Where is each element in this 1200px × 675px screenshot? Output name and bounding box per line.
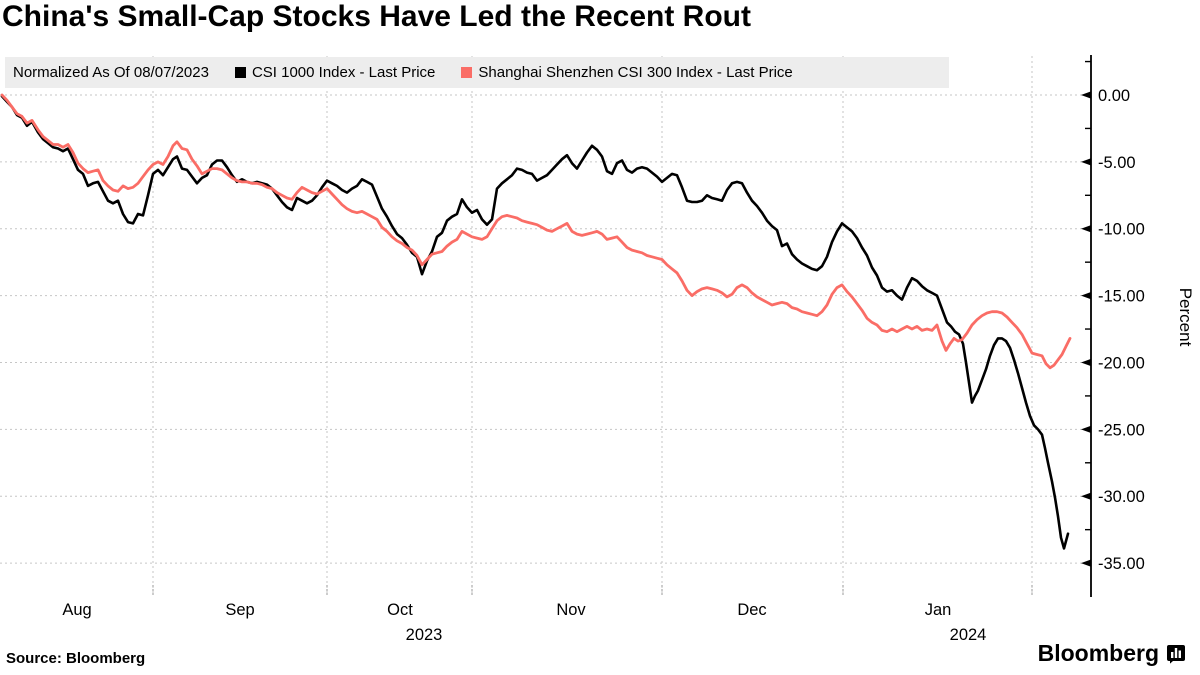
legend-label-csi-1000: CSI 1000 Index - Last Price xyxy=(251,64,436,81)
y-tick-label: -35.00 xyxy=(1098,555,1145,573)
y-tick-label: -10.00 xyxy=(1098,221,1145,239)
y-axis-major-tick xyxy=(1081,425,1091,433)
y-axis-major-tick xyxy=(1081,292,1091,300)
y-axis-major-tick xyxy=(1081,91,1091,99)
y-tick-label: -25.00 xyxy=(1098,421,1145,439)
series-line-csi-300 xyxy=(0,93,1072,370)
x-year-label: 2024 xyxy=(950,626,987,644)
y-tick-label: -20.00 xyxy=(1098,354,1145,372)
x-month-label: Dec xyxy=(737,601,766,619)
legend: Normalized As Of 08/07/2023 CSI 1000 Ind… xyxy=(5,57,949,88)
y-axis-title: Percent xyxy=(1176,288,1195,347)
series-line-csi-1000 xyxy=(0,95,1070,550)
x-month-label: Sep xyxy=(225,601,254,619)
legend-item-csi-1000: CSI 1000 Index - Last Price xyxy=(234,64,436,81)
y-tick-label: 0.00 xyxy=(1098,87,1130,105)
x-month-label: Nov xyxy=(556,601,586,619)
bloomberg-logo: Bloomberg xyxy=(1038,640,1186,667)
y-tick-label: -30.00 xyxy=(1098,488,1145,506)
bloomberg-wordmark: Bloomberg xyxy=(1037,640,1159,666)
y-axis-major-tick xyxy=(1081,492,1091,500)
y-axis-major-tick xyxy=(1081,158,1091,166)
x-month-label: Jan xyxy=(925,601,952,619)
legend-label-csi-300: Shanghai Shenzhen CSI 300 Index - Last P… xyxy=(478,64,793,81)
y-axis-major-tick xyxy=(1081,559,1091,567)
x-year-label: 2023 xyxy=(406,626,443,644)
x-month-label: Aug xyxy=(62,601,91,619)
csi-1000-swatch xyxy=(234,67,246,78)
source-note: Source: Bloomberg xyxy=(6,650,146,667)
bloomberg-chart-bubble-icon xyxy=(1167,644,1185,664)
legend-normalized-label: Normalized As Of 08/07/2023 xyxy=(13,64,209,81)
csi-300-swatch xyxy=(461,67,473,78)
y-tick-label: -5.00 xyxy=(1098,154,1136,172)
y-axis-major-tick xyxy=(1081,225,1091,233)
page-title: China's Small-Cap Stocks Have Led the Re… xyxy=(2,0,751,33)
y-tick-label: -15.00 xyxy=(1098,288,1145,306)
legend-item-csi-300: Shanghai Shenzhen CSI 300 Index - Last P… xyxy=(461,64,793,81)
y-axis-major-tick xyxy=(1081,358,1091,367)
x-month-label: Oct xyxy=(387,601,413,619)
